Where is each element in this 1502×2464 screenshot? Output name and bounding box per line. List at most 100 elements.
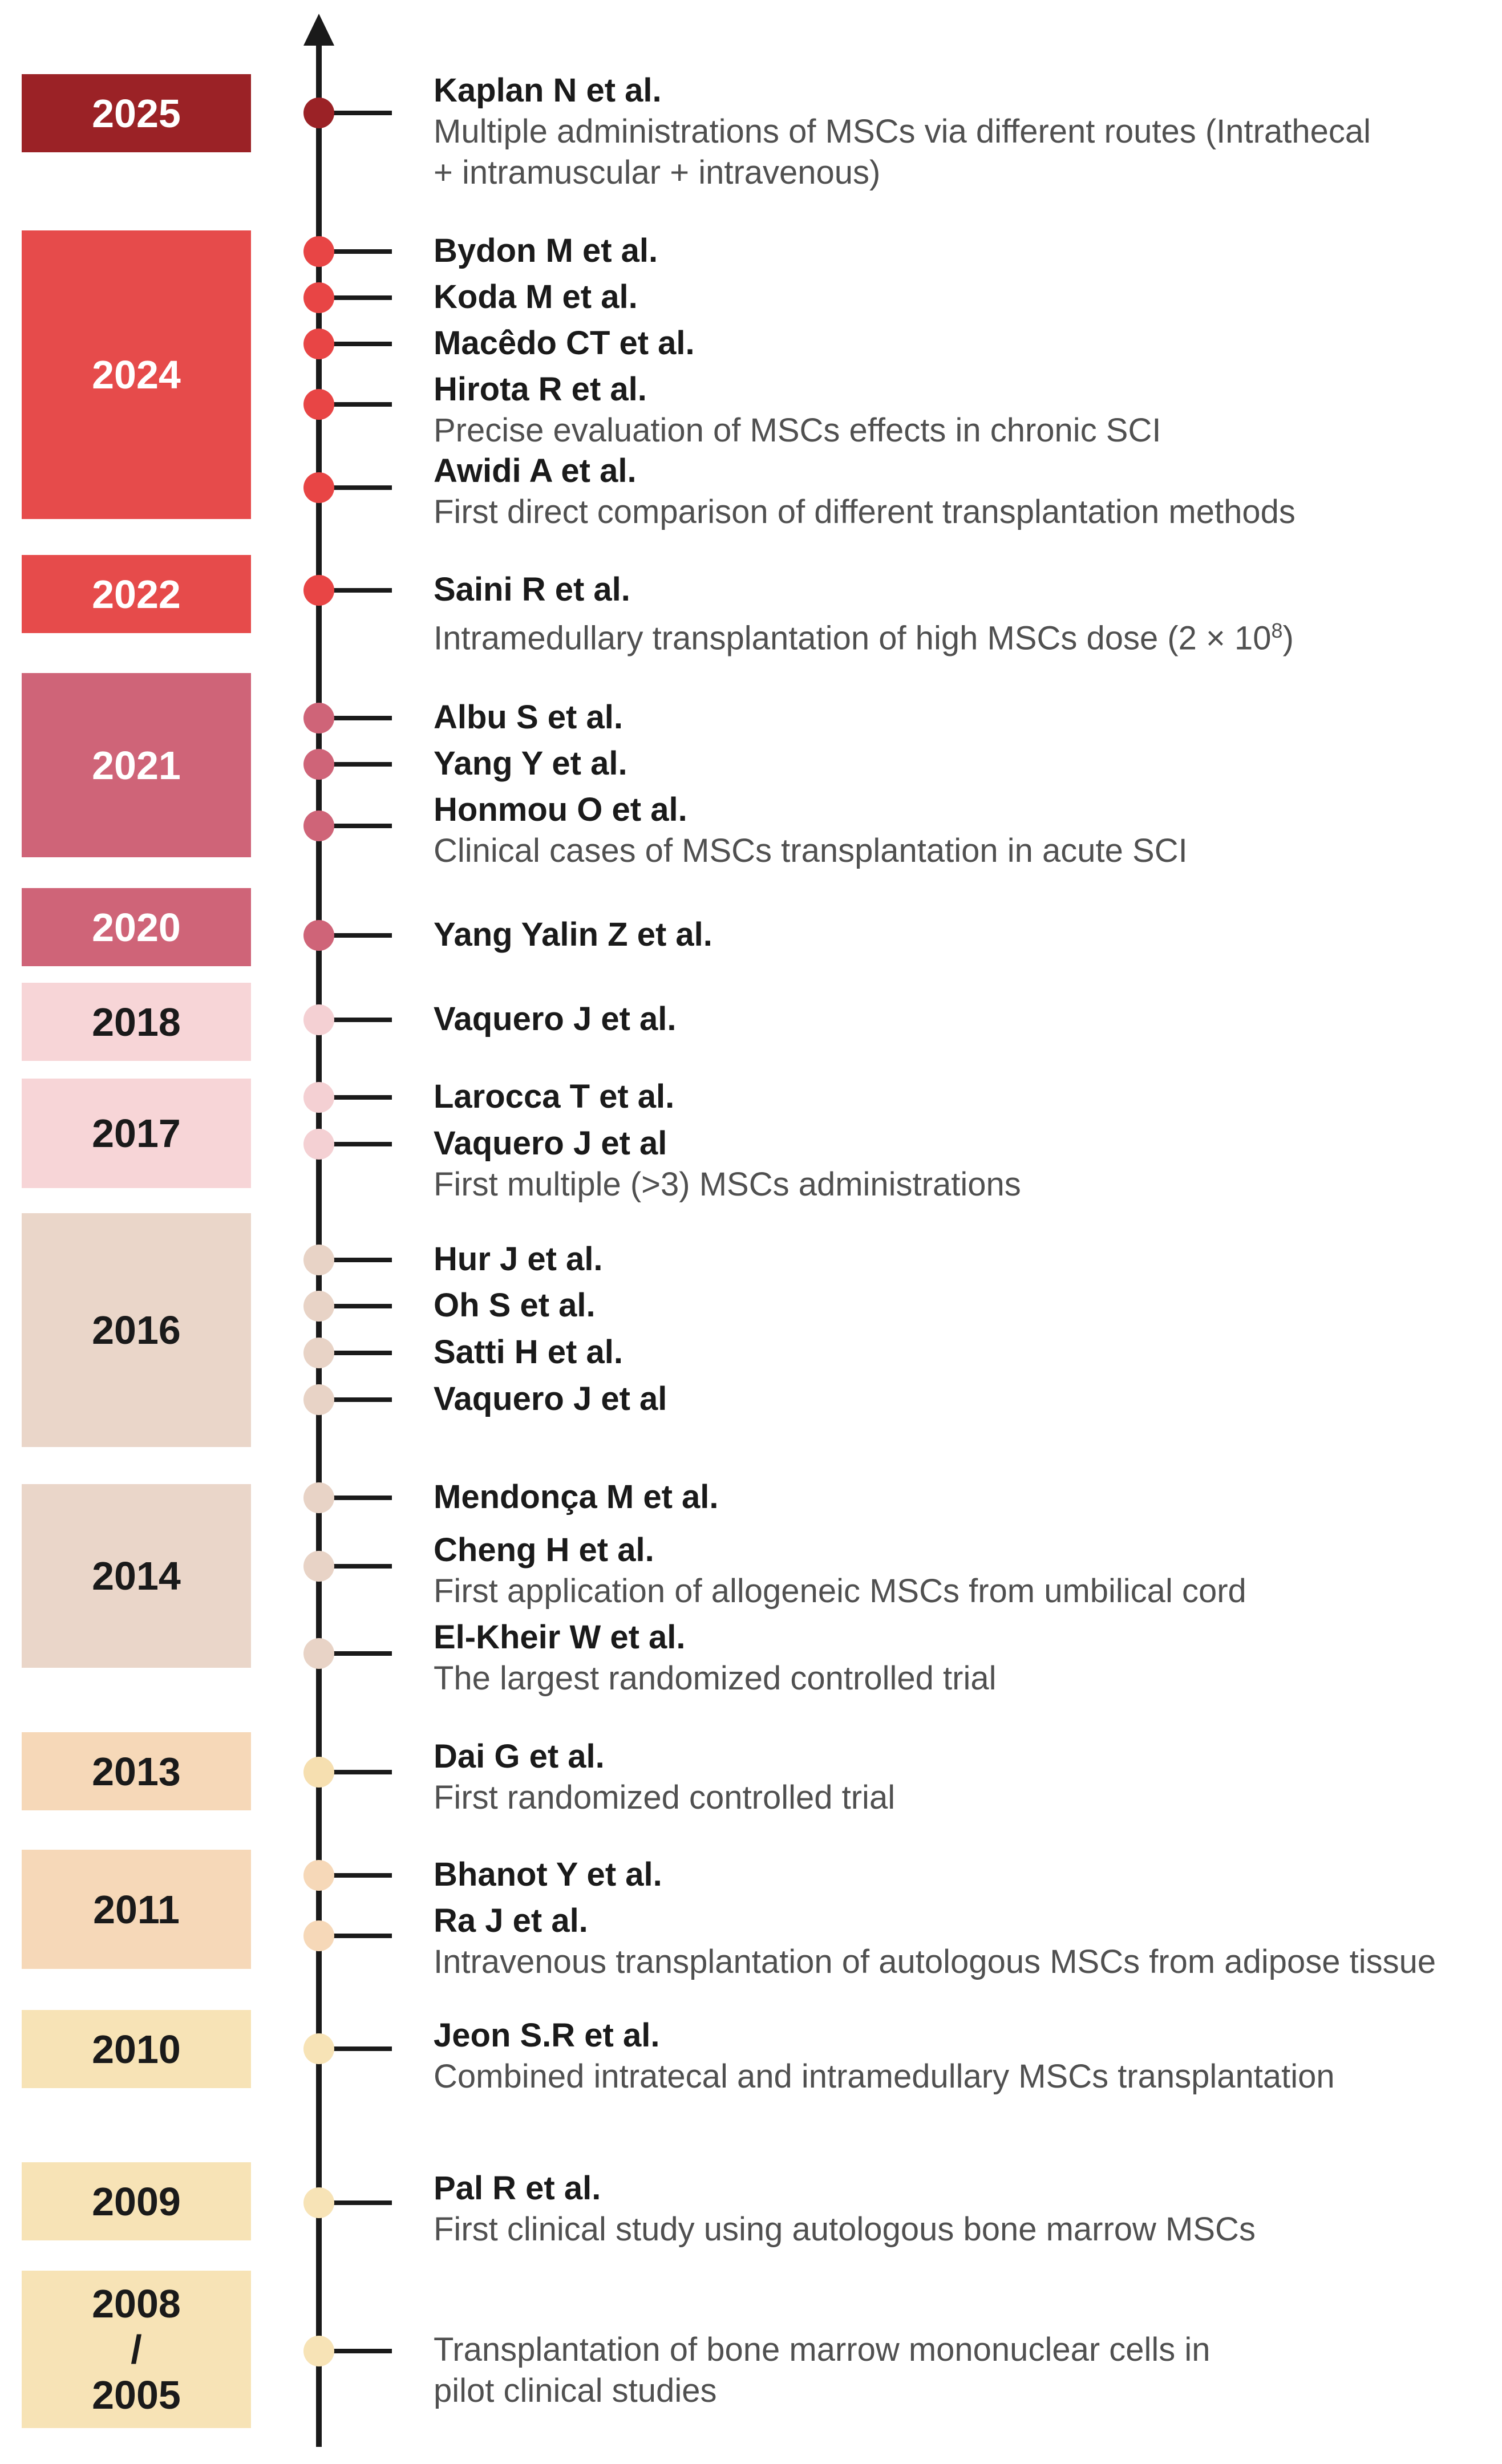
year-label: 2013	[92, 1749, 181, 1794]
entry-author: Cheng H et al.	[434, 1531, 654, 1569]
entry-text: Honmou O et al. Clinical cases of MSCs tr…	[434, 789, 1188, 872]
entry-dot	[303, 1384, 334, 1415]
entry-text: Pal R et al. First clinical study using a…	[434, 2168, 1256, 2250]
entry-tick	[319, 342, 392, 346]
year-label: 2011	[93, 1887, 180, 1932]
entry-dot	[303, 1860, 334, 1891]
entry-dot	[303, 1482, 334, 1513]
entry-author: Vaquero J et al	[434, 1380, 667, 1417]
entry-tick	[319, 249, 392, 254]
entry-dot	[303, 2187, 334, 2218]
entry-description: + intramuscular + intravenous)	[434, 154, 881, 191]
entry-dot	[303, 749, 334, 780]
entry-text: Saini R et al. Intramedullary transplanta…	[434, 569, 1294, 659]
entry-dot	[303, 1338, 334, 1368]
year-label: 2021	[92, 743, 181, 788]
entry-tick	[319, 1564, 392, 1569]
entry-text: Hirota R et al. Precise evaluation of MSC…	[434, 369, 1161, 451]
entry-author: Hirota R et al.	[434, 371, 647, 408]
year-label: 2008	[92, 2281, 181, 2326]
year-box: 2022	[22, 555, 251, 633]
entry-text: Jeon S.R et al. Combined intratecal and i…	[434, 2015, 1335, 2097]
entry-text: Koda M et al.	[434, 277, 638, 318]
entry-author: Koda M et al.	[434, 278, 638, 315]
entry-description: Multiple administrations of MSCs via dif…	[434, 113, 1371, 150]
entry-author: El-Kheir W et al.	[434, 1619, 686, 1656]
entry-author: Oh S et al.	[434, 1287, 596, 1324]
year-box: 2013	[22, 1732, 251, 1810]
entry-author: Bydon M et al.	[434, 232, 658, 269]
entry-author: Awidi A et al.	[434, 452, 637, 489]
year-box: 2014	[22, 1484, 251, 1668]
entry-tick	[319, 762, 392, 767]
entry-dot	[303, 1551, 334, 1582]
entry-description-text: )	[1282, 619, 1294, 657]
entry-text: Awidi A et al. First direct comparison of…	[434, 451, 1295, 533]
entry-tick	[319, 1651, 392, 1656]
entry-text: Satti H et al.	[434, 1332, 623, 1373]
entry-dot	[303, 1004, 334, 1035]
entry-text: Cheng H et al. First application of allog…	[434, 1530, 1246, 1612]
entry-dot	[303, 329, 334, 359]
entry-description: First direct comparison of different tra…	[434, 493, 1295, 530]
entry-author: Satti H et al.	[434, 1334, 623, 1371]
year-label: 2016	[92, 1308, 181, 1352]
year-box: 2011	[22, 1850, 251, 1969]
entry-tick	[319, 2349, 392, 2353]
year-box: 2016	[22, 1213, 251, 1447]
entry-text: Vaquero J et al.	[434, 999, 677, 1040]
entry-dot	[303, 1082, 334, 1113]
entry-description: First randomized controlled trial	[434, 1779, 896, 1816]
entry-author: Hur J et al.	[434, 1241, 603, 1278]
entry-tick	[319, 933, 392, 938]
entry-author: Larocca T et al.	[434, 1078, 675, 1115]
entry-text: Albu S et al.	[434, 697, 623, 738]
entry-author: Yang Yalin Z et al.	[434, 916, 712, 953]
entry-description: First clinical study using autologous bo…	[434, 2211, 1256, 2248]
entry-description: First multiple (>3) MSCs administrations	[434, 1166, 1021, 1203]
entry-text: Oh S et al.	[434, 1285, 596, 1326]
entry-author: Ra J et al.	[434, 1902, 588, 1939]
entry-text: Mendonça M et al.	[434, 1477, 719, 1518]
entry-tick	[319, 716, 392, 720]
entry-dot	[303, 282, 334, 313]
year-label: 2024	[92, 352, 181, 397]
year-label: 2025	[92, 91, 181, 136]
entry-author: Albu S et al.	[434, 699, 623, 736]
year-box: 2010	[22, 2010, 251, 2088]
entry-text: Dai G et al. First randomized controlled …	[434, 1736, 895, 1818]
entry-tick	[319, 1934, 392, 1938]
entry-dot	[303, 1638, 334, 1669]
year-label: 2014	[92, 1554, 181, 1598]
entry-tick	[319, 1142, 392, 1146]
year-label: 2010	[92, 2027, 181, 2072]
entry-tick	[319, 588, 392, 593]
year-label: 2018	[92, 999, 181, 1044]
entry-description: Intravenous transplantation of autologou…	[434, 1943, 1436, 1980]
entry-tick	[319, 295, 392, 300]
year-label: 2022	[92, 572, 181, 617]
entry-dot	[303, 1757, 334, 1788]
year-label: 2009	[92, 2179, 181, 2224]
entry-tick	[319, 111, 392, 115]
entry-description: pilot clinical studies	[434, 2372, 717, 2409]
entry-dot	[303, 2033, 334, 2064]
entry-dot	[303, 1920, 334, 1951]
timeline-axis	[316, 40, 322, 2447]
entry-text: Bydon M et al.	[434, 230, 658, 271]
entry-tick	[319, 2200, 392, 2205]
entry-author: Honmou O et al.	[434, 791, 687, 828]
entry-tick	[319, 1496, 392, 1500]
entry-description: Transplantation of bone marrow mononucle…	[434, 2331, 1210, 2368]
entry-text: Bhanot Y et al.	[434, 1854, 662, 1895]
entry-description: Precise evaluation of MSCs effects in ch…	[434, 412, 1161, 449]
year-box: 2024	[22, 230, 251, 519]
entry-tick	[319, 1018, 392, 1022]
entry-tick	[319, 2046, 392, 2051]
entry-tick	[319, 1095, 392, 1100]
entry-description-text: Intramedullary transplantation of high M…	[434, 619, 1272, 657]
entry-author: Kaplan N et al.	[434, 72, 662, 109]
entry-text: Macêdo CT et al.	[434, 323, 695, 364]
year-label: /	[131, 2327, 142, 2372]
